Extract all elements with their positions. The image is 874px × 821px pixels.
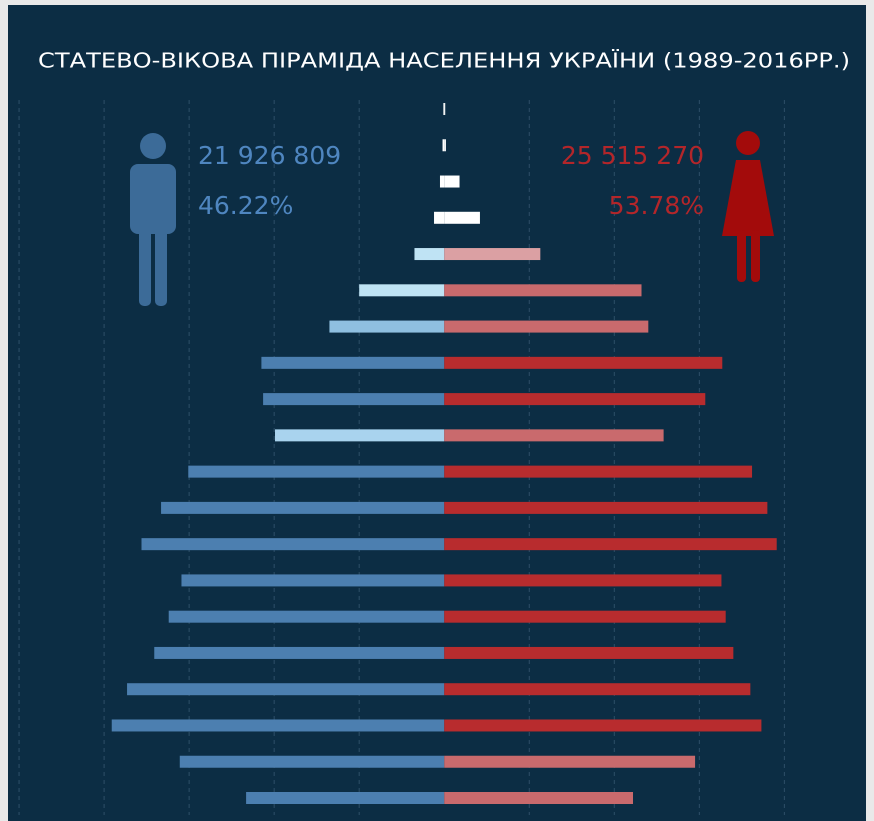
chart-title: СТАТЕВО-ВІКОВА ПІРАМІДА НАСЕЛЕННЯ УКРАЇН…	[38, 49, 850, 73]
female-icon	[722, 131, 774, 282]
female-bar	[444, 792, 634, 804]
female-bar	[444, 465, 753, 478]
male-bar	[263, 393, 445, 406]
female-bar	[444, 139, 446, 152]
male-bar	[359, 284, 445, 297]
female-bar	[444, 683, 751, 696]
female-bar	[444, 719, 762, 732]
male-bar	[414, 248, 445, 261]
male-bar	[261, 356, 445, 369]
male-share: 46.22%	[198, 191, 293, 220]
male-icon	[130, 133, 176, 306]
panel	[8, 5, 866, 821]
female-bar	[444, 501, 768, 514]
male-bar	[246, 792, 445, 804]
female-bar	[444, 103, 446, 115]
female-bar	[444, 175, 460, 188]
male-bar	[181, 574, 445, 587]
male-bar	[443, 103, 445, 115]
female-bar	[444, 429, 664, 442]
male-bar	[111, 719, 445, 732]
male-bar	[439, 175, 445, 188]
female-bar	[444, 755, 696, 768]
male-bar	[154, 646, 445, 659]
male-bar	[329, 320, 445, 333]
female-bar	[444, 211, 480, 224]
male-bar	[442, 139, 445, 152]
male-bar	[188, 465, 445, 478]
male-bar	[275, 429, 445, 442]
female-bar	[444, 610, 726, 623]
female-share: 53.78%	[609, 191, 704, 220]
female-bar	[444, 574, 722, 587]
male-bar	[161, 501, 445, 514]
male-bar	[434, 211, 445, 224]
female-bar	[444, 646, 734, 659]
male-bar	[141, 538, 445, 551]
female-bar	[444, 284, 642, 297]
male-bar	[127, 683, 445, 696]
male-bar	[168, 610, 445, 623]
female-bar	[444, 393, 706, 406]
female-bar	[444, 356, 723, 369]
female-bar	[444, 320, 649, 333]
female-total: 25 515 270	[561, 141, 704, 170]
male-bar	[179, 755, 445, 768]
female-bar	[444, 538, 777, 551]
male-total: 21 926 809	[198, 141, 341, 170]
female-bar	[444, 248, 541, 261]
